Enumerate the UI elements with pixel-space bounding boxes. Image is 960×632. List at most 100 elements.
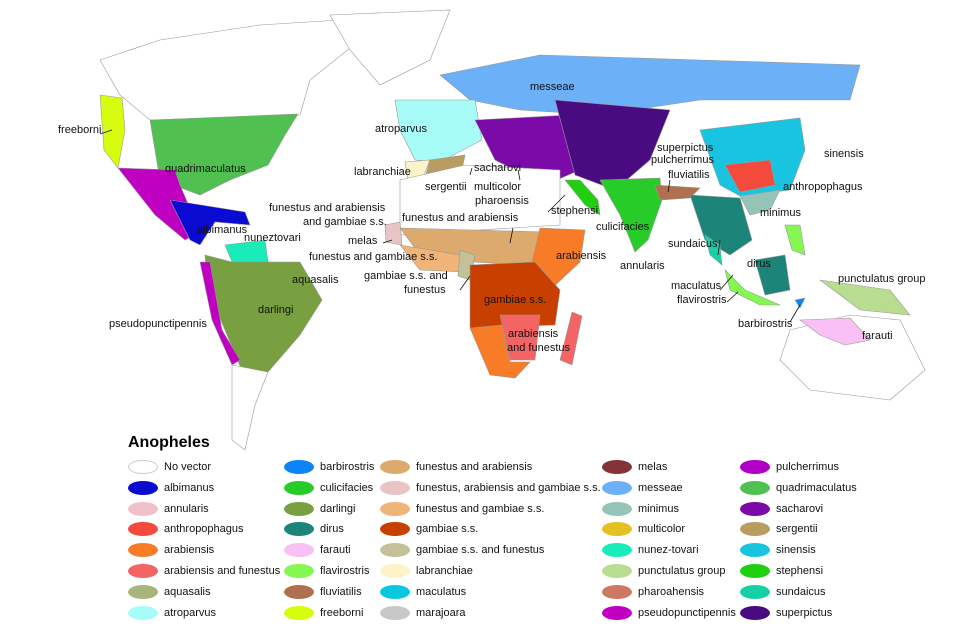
label-darlingi: darlingi bbox=[258, 304, 294, 316]
label-funestus-arabiensis-gambiae-line1: funestus and arabiensis bbox=[269, 202, 386, 214]
label-sundaicus: sundaicus bbox=[668, 238, 718, 250]
legend-swatch bbox=[740, 564, 770, 578]
label-funestus-arabiensis: funestus and arabiensis bbox=[402, 212, 519, 224]
region-stephensi bbox=[564, 179, 601, 216]
legend-label: sinensis bbox=[776, 544, 816, 557]
legend-swatch bbox=[740, 543, 770, 558]
legend-swatch bbox=[602, 543, 632, 558]
legend-item: superpictus bbox=[740, 605, 833, 620]
label-aquasalis: aquasalis bbox=[292, 274, 339, 286]
label-arabiensis: arabiensis bbox=[556, 250, 607, 262]
legend-item: No vector bbox=[128, 460, 211, 474]
legend-swatch bbox=[740, 605, 770, 620]
label-quadrimaculatus: quadrimaculatus bbox=[165, 163, 246, 175]
legend-label: funestus and gambiae s.s. bbox=[416, 502, 545, 515]
legend-swatch bbox=[128, 584, 158, 599]
legend-label: annularis bbox=[164, 502, 209, 515]
region-philippines bbox=[784, 224, 806, 256]
label-punctulatus-group: punctulatus group bbox=[838, 273, 926, 285]
label-arabiensis-funestus-line1: arabiensis bbox=[508, 328, 559, 340]
region-no-vector-north bbox=[99, 19, 361, 121]
legend-swatch bbox=[602, 564, 632, 578]
region-gambiae bbox=[469, 261, 561, 329]
region-freeborni bbox=[99, 94, 126, 169]
legend-swatch bbox=[602, 584, 632, 599]
legend-label: messeae bbox=[638, 481, 683, 494]
label-culicifacies: culicifacies bbox=[596, 221, 650, 233]
region-no-vector-south-america bbox=[231, 364, 269, 451]
legend-swatch bbox=[602, 522, 632, 537]
legend-item: anthropophagus bbox=[128, 522, 244, 537]
label-albimanus: albimanus bbox=[197, 224, 248, 236]
legend-item: maculatus bbox=[380, 584, 466, 599]
legend-label: minimus bbox=[638, 502, 679, 515]
label-freeborni: freeborni bbox=[58, 124, 102, 136]
legend-swatch bbox=[284, 480, 314, 495]
legend-swatch bbox=[128, 501, 158, 516]
legend-swatch bbox=[602, 605, 632, 620]
legend-swatch bbox=[128, 522, 158, 537]
legend-item: labranchiae bbox=[380, 564, 473, 578]
legend-swatch bbox=[380, 460, 410, 474]
region-superpictus bbox=[554, 99, 671, 191]
legend-item: sinensis bbox=[740, 543, 816, 558]
legend-label: fluviatilis bbox=[320, 585, 362, 598]
legend-label: superpictus bbox=[776, 606, 833, 619]
legend-label: quadrimaculatus bbox=[776, 481, 857, 494]
legend-label: darlingi bbox=[320, 502, 356, 515]
legend-item: funestus, arabiensis and gambiae s.s. bbox=[380, 480, 601, 495]
legend-swatch bbox=[284, 564, 314, 578]
legend-item: marajoara bbox=[380, 605, 466, 620]
legend-label: No vector bbox=[164, 461, 212, 473]
legend-item: albimanus bbox=[128, 480, 215, 495]
region-funestus-arabiensis-gambiae bbox=[384, 221, 403, 246]
legend-label: dirus bbox=[320, 523, 344, 536]
label-gambiae: gambiae s.s. bbox=[484, 294, 547, 306]
legend-label: albimanus bbox=[164, 481, 215, 494]
region-messeae bbox=[439, 54, 861, 116]
legend-swatch bbox=[284, 605, 314, 620]
legend-item: freeborni bbox=[284, 605, 363, 620]
legend-swatch bbox=[128, 460, 158, 474]
legend-swatch bbox=[284, 460, 314, 474]
legend-label: funestus and arabiensis bbox=[416, 461, 533, 473]
legend-item: pseudopunctipennis bbox=[602, 605, 736, 620]
legend-label: nunez-tovari bbox=[638, 544, 699, 557]
label-labranchiae: labranchiae bbox=[354, 166, 411, 178]
legend-swatch bbox=[740, 522, 770, 537]
legend-item: funestus and arabiensis bbox=[380, 460, 532, 474]
legend-item: messeae bbox=[602, 480, 683, 495]
legend-item: funestus and gambiae s.s. bbox=[380, 501, 545, 516]
legend-label: gambiae s.s. bbox=[416, 523, 479, 536]
legend-label: punctulatus group bbox=[638, 565, 726, 577]
label-stephensi: stephensi bbox=[551, 205, 599, 217]
legend-item: dirus bbox=[284, 522, 344, 537]
legend-label: melas bbox=[638, 461, 668, 473]
legend-label: arabiensis bbox=[164, 544, 215, 557]
region-farauti bbox=[799, 317, 871, 346]
legend-item: pulcherrimus bbox=[740, 460, 839, 474]
legend-label: anthropophagus bbox=[164, 523, 244, 536]
label-flavirostris: flavirostris bbox=[677, 294, 727, 306]
legend-item: melas bbox=[602, 460, 667, 474]
legend-item: arabiensis and funestus bbox=[128, 564, 280, 578]
label-funestus-arabiensis-gambiae-line2: and gambiae s.s. bbox=[303, 216, 387, 228]
label-arabiensis-funestus-line2: and funestus bbox=[507, 342, 570, 354]
legend-label: pseudopunctipennis bbox=[638, 606, 736, 619]
label-sacharovi: sacharovi bbox=[474, 162, 522, 174]
label-fluviatilis: fluviatilis bbox=[668, 169, 710, 181]
legend-swatch bbox=[380, 584, 410, 599]
label-pseudopunctipennis: pseudopunctipennis bbox=[109, 318, 207, 330]
region-anthropophagus bbox=[724, 159, 776, 193]
legend-item: darlingi bbox=[284, 501, 356, 516]
legend-label: arabiensis and funestus bbox=[164, 565, 281, 577]
legend-swatch bbox=[380, 501, 410, 516]
legend-item: minimus bbox=[602, 501, 679, 516]
region-sacharovi bbox=[474, 114, 581, 186]
label-annularis: annularis bbox=[620, 260, 665, 272]
label-pharoensis: pharoensis bbox=[475, 195, 529, 207]
legend-label: sundaicus bbox=[776, 585, 826, 598]
region-greenland bbox=[329, 9, 451, 86]
legend-item: gambiae s.s. bbox=[380, 522, 479, 537]
